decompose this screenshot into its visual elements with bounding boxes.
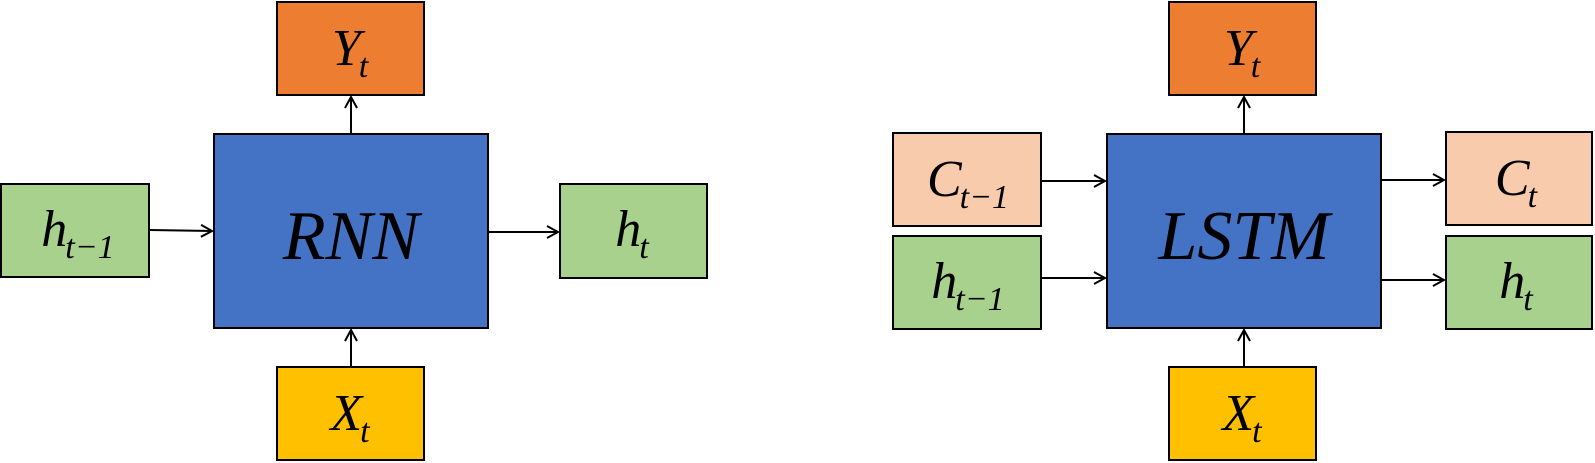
rnn-hidden-label: ht: [615, 201, 650, 266]
lstm-cell-prev-box: [892, 132, 1042, 227]
lstm-output-box: [1168, 1, 1317, 96]
rnn-output-box: [276, 1, 425, 96]
rnn-input-box: [276, 366, 425, 461]
rnn-arrow-hidden-in: [149, 230, 212, 231]
lstm-cell-label: LSTM: [1157, 198, 1333, 275]
lstm-hidden-prev-box: [892, 235, 1042, 330]
rnn-cell-label: RNN: [282, 198, 422, 275]
lstm-hidden-box: [1445, 235, 1593, 330]
lstm-cell-state-box: [1445, 131, 1593, 226]
lstm-output-label: Yt: [1224, 20, 1262, 85]
lstm-hidden-prev-label: ht−1: [931, 253, 1004, 318]
lstm-cell-prev-label: Ct−1: [927, 151, 1009, 216]
rnn-hidden-prev-box: [0, 183, 150, 278]
lstm-hidden-label: ht: [1499, 253, 1534, 318]
rnn-diagram: RNN Yt Xt ht−1 ht: [0, 1, 708, 461]
lstm-cell-state-label: Ct: [1495, 150, 1539, 215]
rnn-input-label: Xt: [328, 385, 371, 450]
rnn-cell-box: [213, 133, 489, 329]
rnn-hidden-prev-label: ht−1: [41, 201, 114, 266]
rnn-output-label: Yt: [332, 20, 370, 85]
lstm-input-box: [1168, 366, 1317, 461]
lstm-input-label: Xt: [1220, 385, 1263, 450]
lstm-diagram: LSTM Yt Xt Ct−1 ht−1 Ct ht: [892, 1, 1593, 461]
rnn-hidden-box: [559, 183, 708, 279]
